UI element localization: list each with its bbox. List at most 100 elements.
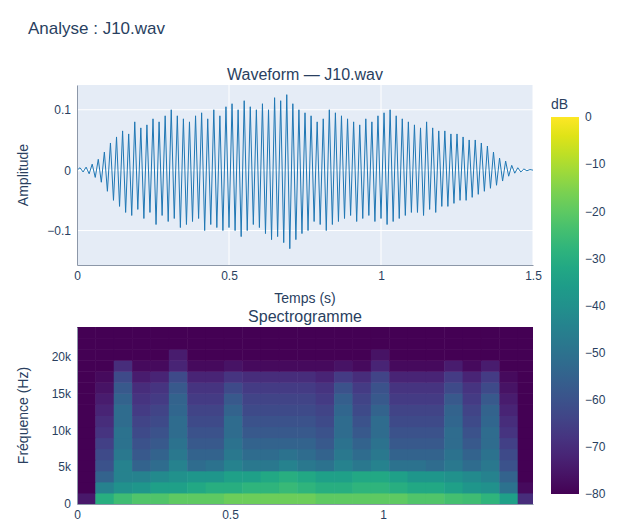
heatmap-cell xyxy=(518,338,533,350)
tick-label: −70 xyxy=(585,440,606,454)
heatmap-cell xyxy=(444,338,463,350)
heatmap-cell xyxy=(408,371,427,383)
heatmap-cell xyxy=(481,416,500,428)
heatmap-cell xyxy=(242,360,261,372)
tick-label: −60 xyxy=(585,393,606,407)
heatmap-cell xyxy=(77,438,96,450)
heatmap-cell xyxy=(206,493,225,504)
heatmap-cell xyxy=(242,371,261,383)
heatmap-cell xyxy=(371,327,390,339)
y-tick: −0.1 xyxy=(47,224,77,238)
heatmap-cell xyxy=(334,327,353,339)
colorbar xyxy=(551,117,579,494)
heatmap-cell xyxy=(444,416,463,428)
heatmap-cell xyxy=(518,438,533,450)
heatmap-cell xyxy=(334,416,353,428)
heatmap-cell xyxy=(371,360,390,372)
heatmap-cell xyxy=(297,371,316,383)
heatmap-cell xyxy=(95,449,114,461)
heatmap-cell xyxy=(206,327,225,339)
heatmap-cell xyxy=(444,404,463,416)
heatmap-cell xyxy=(408,416,427,428)
x-axis-title: Temps (s) xyxy=(274,290,335,306)
y-tick: 15k xyxy=(52,387,77,401)
heatmap-cell xyxy=(150,449,169,461)
heatmap-cell xyxy=(444,471,463,483)
heatmap-cell xyxy=(187,460,206,472)
heatmap-cell xyxy=(224,393,243,405)
heatmap-cell xyxy=(224,349,243,361)
heatmap-cell xyxy=(279,338,298,350)
heatmap-cell xyxy=(150,404,169,416)
heatmap-cell xyxy=(444,427,463,439)
heatmap-cell xyxy=(95,404,114,416)
heatmap-cell xyxy=(206,393,225,405)
heatmap-cell xyxy=(95,327,114,339)
heatmap-cell xyxy=(224,360,243,372)
heatmap-cell xyxy=(242,460,261,472)
heatmap-cell xyxy=(169,438,188,450)
heatmap-cell xyxy=(352,349,371,361)
tick-label: 1 xyxy=(378,269,385,283)
heatmap-cell xyxy=(426,360,445,372)
heatmap-cell xyxy=(297,482,316,494)
heatmap-cell xyxy=(114,460,133,472)
heatmap-cell xyxy=(242,482,261,494)
heatmap-cell xyxy=(150,438,169,450)
heatmap-cell xyxy=(334,349,353,361)
heatmap-cell xyxy=(132,338,151,350)
heatmap-cell xyxy=(334,371,353,383)
tick-label: 0.1 xyxy=(54,103,71,117)
colorbar-tick: −40 xyxy=(579,299,606,313)
plot-area xyxy=(77,327,533,504)
heatmap-cell xyxy=(169,427,188,439)
heatmap-cell xyxy=(297,460,316,472)
heatmap-cell xyxy=(261,393,280,405)
heatmap-cell xyxy=(334,493,353,504)
heatmap-cell xyxy=(261,416,280,428)
heatmap-cell xyxy=(316,327,335,339)
heatmap-cell xyxy=(297,338,316,350)
waveform-line xyxy=(77,95,533,249)
heatmap-cell xyxy=(169,482,188,494)
heatmap-cell xyxy=(389,493,408,504)
heatmap-cell xyxy=(426,404,445,416)
y-tick: 5k xyxy=(58,460,77,474)
heatmap-cell xyxy=(261,360,280,372)
heatmap-cell xyxy=(444,360,463,372)
heatmap-cell xyxy=(408,327,427,339)
axis-line xyxy=(77,86,78,266)
heatmap-cell xyxy=(334,438,353,450)
heatmap-cell xyxy=(132,382,151,394)
heatmap-cell xyxy=(408,338,427,350)
heatmap-cell xyxy=(95,482,114,494)
heatmap-cell xyxy=(169,493,188,504)
x-tick: 1 xyxy=(378,265,385,283)
heatmap-cell xyxy=(481,427,500,439)
heatmap-cell xyxy=(481,349,500,361)
heatmap-cell xyxy=(499,338,518,350)
heatmap-cell xyxy=(499,393,518,405)
heatmap-cell xyxy=(408,449,427,461)
heatmap-cell xyxy=(334,404,353,416)
heatmap-cell xyxy=(426,493,445,504)
heatmap-cell xyxy=(279,471,298,483)
heatmap-cell xyxy=(114,493,133,504)
heatmap-cell xyxy=(297,349,316,361)
heatmap-cell xyxy=(389,449,408,461)
heatmap-cell xyxy=(114,416,133,428)
axis-line xyxy=(579,118,580,495)
heatmap-cell xyxy=(169,338,188,350)
grid-line xyxy=(77,230,533,231)
heatmap-cell xyxy=(169,349,188,361)
plot-background xyxy=(77,327,533,504)
heatmap-cell xyxy=(132,371,151,383)
axis-line xyxy=(77,328,78,505)
heatmap-cell xyxy=(261,404,280,416)
heatmap-cell xyxy=(426,471,445,483)
heatmap-cell xyxy=(518,471,533,483)
tick-label: 0 xyxy=(64,497,71,511)
heatmap-cell xyxy=(408,460,427,472)
heatmap-cell xyxy=(297,360,316,372)
heatmap-cell xyxy=(316,393,335,405)
